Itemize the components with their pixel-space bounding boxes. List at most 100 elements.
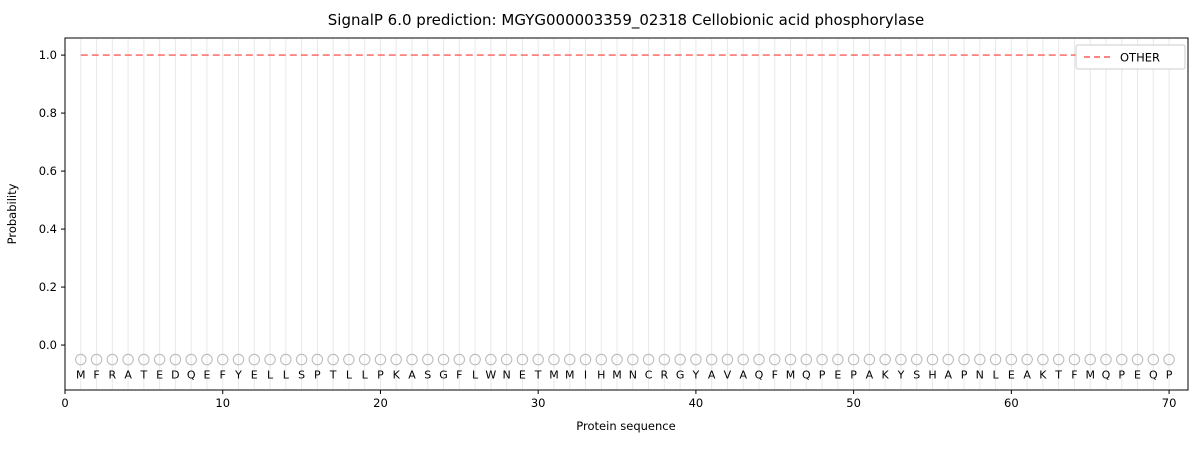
residue-marker xyxy=(1131,353,1144,366)
residue-letter: M xyxy=(1085,369,1095,382)
residue-marker xyxy=(500,353,513,366)
y-axis-ticks: 0.0 0.2 0.4 0.6 0.8 1.0 xyxy=(39,48,65,352)
residue-marker xyxy=(1052,353,1065,366)
residue-marker xyxy=(437,353,450,366)
residue-marker xyxy=(1084,353,1096,366)
residue-letter: I xyxy=(584,369,587,382)
x-tick-label: 60 xyxy=(1004,396,1019,410)
residue-letter: T xyxy=(329,369,337,382)
residue-marker xyxy=(674,353,686,366)
residue-letter: M xyxy=(549,369,559,382)
residue-marker xyxy=(737,353,749,366)
residue-letter: P xyxy=(850,369,857,382)
residue-letter: G xyxy=(439,369,448,382)
residue-letter: H xyxy=(928,369,936,382)
residue-marker xyxy=(816,353,828,366)
residue-letter: K xyxy=(882,369,890,382)
residue-marker xyxy=(422,353,434,366)
y-tick-label: 1.0 xyxy=(39,48,57,62)
residue-letter: P xyxy=(819,369,826,382)
x-tick-label: 10 xyxy=(215,396,230,410)
residue-marker xyxy=(879,353,891,366)
residue-marker xyxy=(138,353,150,366)
residue-marker xyxy=(579,353,592,366)
residue-marker xyxy=(1068,353,1081,366)
residue-letter: F xyxy=(1071,369,1077,382)
legend-label: OTHER xyxy=(1120,51,1160,65)
residue-marker xyxy=(280,353,292,366)
residue-letter: T xyxy=(139,369,147,382)
residue-marker xyxy=(753,353,765,366)
residue-letter: Y xyxy=(234,369,242,382)
residue-letter: Y xyxy=(897,369,905,382)
residue-markers xyxy=(75,353,1175,366)
residue-marker xyxy=(595,353,608,366)
residue-marker xyxy=(185,353,197,366)
residue-letter: Q xyxy=(1102,369,1111,382)
residue-letter: T xyxy=(1054,369,1062,382)
residue-letter: Q xyxy=(802,369,811,382)
y-tick-label: 0.8 xyxy=(39,106,57,120)
x-tick-label: 30 xyxy=(531,396,546,410)
residue-letter: L xyxy=(993,369,1000,382)
residue-letter: C xyxy=(645,369,653,382)
residue-letter: M xyxy=(565,369,575,382)
residue-letter: Q xyxy=(755,369,764,382)
residue-marker xyxy=(311,353,324,366)
residue-marker xyxy=(295,353,308,366)
residue-marker xyxy=(406,353,418,366)
residue-letter: M xyxy=(612,369,622,382)
residue-letter: E xyxy=(1134,369,1141,382)
residue-marker xyxy=(926,353,939,366)
residue-letter: P xyxy=(377,369,384,382)
residue-letter: A xyxy=(1023,369,1031,382)
residue-marker xyxy=(563,353,576,366)
residue-marker xyxy=(453,353,466,366)
chart-title: SignalP 6.0 prediction: MGYG000003359_02… xyxy=(328,11,924,30)
residue-letter: N xyxy=(629,369,637,382)
residue-letter: A xyxy=(124,369,132,382)
residue-letter: P xyxy=(961,369,968,382)
residue-marker xyxy=(516,353,529,366)
residue-marker xyxy=(327,353,339,366)
residue-marker xyxy=(863,353,876,366)
residue-marker xyxy=(153,353,166,366)
residue-letter: S xyxy=(298,369,305,382)
y-tick-label: 0.4 xyxy=(39,222,57,236)
residue-letter: Y xyxy=(692,369,700,382)
residue-marker xyxy=(75,353,87,366)
residue-marker xyxy=(690,353,702,366)
residue-letter: E xyxy=(203,369,210,382)
x-tick-label: 50 xyxy=(846,396,861,410)
residue-letter: R xyxy=(108,369,116,382)
residue-marker xyxy=(248,353,261,366)
residue-letter: V xyxy=(724,369,732,382)
residue-letter: F xyxy=(220,369,226,382)
residue-marker xyxy=(232,353,245,366)
residue-letter: K xyxy=(1039,369,1047,382)
residue-marker xyxy=(122,353,134,366)
x-tick-label: 20 xyxy=(373,396,388,410)
residue-letter: L xyxy=(362,369,369,382)
residue-marker xyxy=(485,353,497,366)
residue-marker xyxy=(910,353,923,366)
residue-letter: H xyxy=(597,369,605,382)
residue-letter: M xyxy=(786,369,796,382)
residue-letter: A xyxy=(708,369,716,382)
gridlines xyxy=(80,39,1170,389)
residue-letter: T xyxy=(534,369,542,382)
y-tick-label: 0.6 xyxy=(39,164,57,178)
residue-marker xyxy=(974,353,986,366)
y-tick-label: 0.2 xyxy=(39,280,57,294)
residue-letter: K xyxy=(393,369,401,382)
residue-marker xyxy=(705,353,718,366)
residue-letter: P xyxy=(1118,369,1125,382)
residue-marker xyxy=(532,353,544,366)
residue-marker xyxy=(201,353,213,366)
residue-letter: L xyxy=(346,369,353,382)
residue-marker xyxy=(942,353,955,366)
residue-letter: A xyxy=(944,369,952,382)
residue-letter: Q xyxy=(1149,369,1158,382)
